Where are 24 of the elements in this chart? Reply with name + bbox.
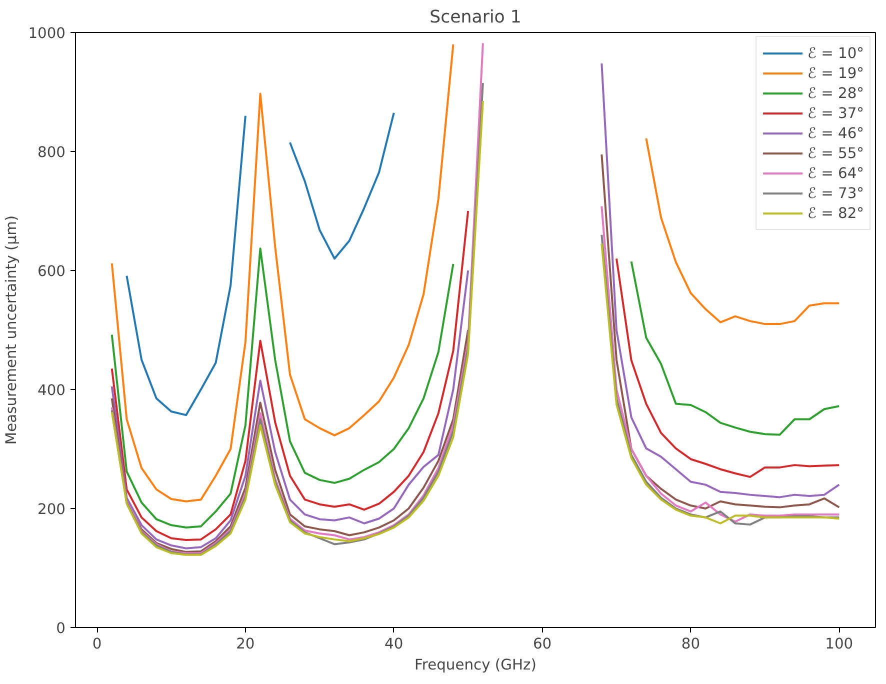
legend-label: ℰ = 10°: [808, 44, 864, 62]
chart-title: Scenario 1: [430, 8, 522, 28]
y-tick-label: 1000: [28, 25, 66, 42]
legend-label: ℰ = 64°: [808, 164, 864, 182]
y-tick-label: 0: [56, 620, 66, 637]
x-tick-label: 100: [825, 636, 854, 652]
legend-label: ℰ = 73°: [808, 184, 864, 202]
legend-label: ℰ = 37°: [808, 104, 864, 122]
legend-label: ℰ = 19°: [808, 64, 864, 82]
legend-label: ℰ = 55°: [808, 144, 864, 162]
legend-label: ℰ = 82°: [808, 204, 864, 222]
x-axis-title: Frequency (GHz): [414, 656, 536, 674]
y-tick-label: 800: [38, 144, 66, 161]
x-tick-label: 0: [92, 636, 102, 652]
x-tick-label: 80: [681, 636, 700, 652]
x-tick-label: 20: [236, 636, 255, 652]
legend-label: ℰ = 46°: [808, 124, 864, 142]
y-tick-label: 600: [38, 263, 66, 280]
y-tick-label: 400: [38, 382, 66, 399]
x-tick-label: 60: [532, 636, 552, 652]
x-tick-label: 40: [384, 636, 404, 652]
y-tick-label: 200: [38, 501, 66, 518]
legend-label: ℰ = 28°: [808, 84, 864, 102]
y-axis-title: Measurement uncertainty (μm): [3, 215, 20, 445]
